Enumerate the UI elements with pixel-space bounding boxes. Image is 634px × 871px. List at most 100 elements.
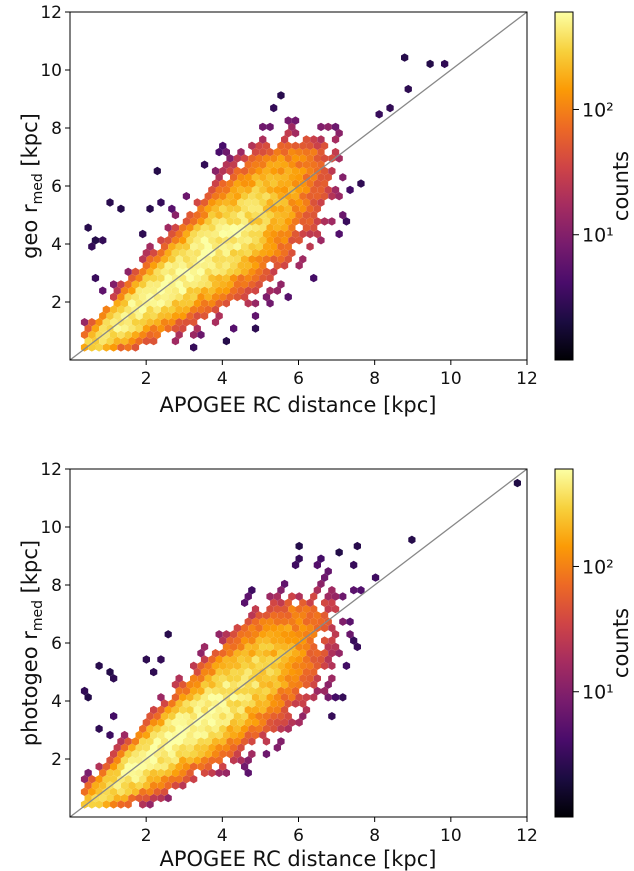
hex-bin: [200, 756, 209, 765]
hex-bin: [302, 210, 311, 220]
hex-bin: [248, 192, 256, 201]
hex-bin: [295, 667, 303, 677]
hex-bin: [241, 686, 249, 696]
hex-bin: [248, 699, 256, 708]
hex-bin: [241, 636, 249, 645]
hex-bin: [182, 737, 190, 746]
hex-bin: [259, 680, 267, 689]
hex-bin: [226, 255, 234, 264]
hex-bin: [190, 330, 198, 339]
hex-bin: [113, 793, 121, 803]
hex-bin: [299, 229, 307, 239]
hex-bin: [193, 693, 201, 702]
hex-bin: [211, 318, 220, 327]
hex-bin: [284, 636, 292, 645]
hex-bin: [157, 655, 165, 664]
hex-bin: [255, 204, 263, 213]
hex-bin: [117, 292, 125, 302]
hex-bin: [335, 129, 343, 138]
hex-bin: [175, 330, 183, 339]
hex-bin: [262, 686, 271, 696]
hex-bin: [244, 273, 252, 283]
hex-bin: [157, 261, 165, 270]
hex-bin: [259, 185, 267, 195]
hex-bin: [193, 198, 201, 207]
hex-bin: [346, 617, 354, 626]
hex-bin: [302, 655, 311, 664]
hex-bin: [190, 292, 198, 302]
hex-bin: [277, 598, 285, 607]
hex-bin: [142, 768, 150, 778]
hex-bin: [241, 255, 249, 264]
hex-bin: [277, 586, 285, 595]
hex-bin: [182, 775, 190, 784]
hex-bin: [321, 636, 329, 645]
hex-bin: [200, 705, 209, 715]
hex-bin: [317, 554, 325, 563]
hex-bin: [186, 236, 194, 245]
hex-bin: [91, 324, 100, 333]
hex-bin: [150, 248, 158, 258]
hex-bin: [219, 141, 227, 150]
hex-bin: [186, 299, 194, 308]
hex-bin: [179, 680, 187, 689]
hex-bin: [306, 217, 314, 226]
hex-bin: [288, 617, 296, 626]
hex-bin: [259, 705, 267, 715]
hex-bin: [291, 560, 300, 570]
hex-bin: [273, 147, 281, 157]
hex-bin: [102, 775, 110, 784]
hex-bin: [237, 667, 245, 677]
hex-bin: [208, 743, 216, 752]
hex-bin: [317, 579, 325, 589]
hex-bin: [266, 680, 274, 689]
hex-bin: [284, 292, 292, 302]
hex-bin: [230, 756, 238, 765]
hex-bin: [211, 267, 220, 276]
hex-bin: [281, 135, 289, 144]
hex-bin: [99, 793, 107, 803]
hex-bin: [277, 623, 285, 633]
hex-bin: [310, 185, 318, 195]
hex-bin: [182, 686, 190, 696]
hex-bin: [306, 166, 314, 176]
hex-bin: [164, 743, 172, 752]
hex-bin: [226, 292, 234, 302]
hex-bin: [328, 623, 336, 633]
hex-bin: [117, 762, 125, 771]
hex-bin: [117, 787, 125, 796]
hex-bin: [200, 236, 209, 245]
hex-bin: [310, 604, 318, 614]
hex-bin: [215, 311, 223, 321]
hex-bin: [124, 749, 132, 759]
hex-bin: [120, 311, 129, 321]
hex-bin: [277, 255, 285, 264]
hex-bin: [273, 680, 281, 689]
hex-bin: [226, 674, 234, 683]
hex-bin: [302, 147, 311, 157]
hex-bin: [219, 737, 227, 746]
hex-bin: [313, 649, 321, 658]
hex-bin: [222, 160, 230, 169]
hex-bin: [310, 160, 318, 169]
x-tick-label: 8: [369, 369, 380, 389]
hex-bin: [200, 718, 209, 727]
hex-bin: [244, 236, 252, 245]
hex-bin: [266, 210, 274, 220]
hex-bin: [175, 229, 183, 239]
hex-bin: [251, 147, 260, 157]
y-tick-label: 4: [51, 692, 62, 712]
hex-bin: [299, 712, 307, 721]
hex-bin: [190, 699, 198, 708]
hex-bin: [244, 617, 252, 626]
hex-bin: [120, 768, 129, 778]
hex-bin: [208, 756, 216, 765]
hex-bin: [237, 655, 245, 664]
hex-bin: [244, 705, 252, 715]
hex-bin: [302, 198, 311, 207]
hex-bin: [211, 166, 220, 176]
hex-bin: [139, 724, 147, 733]
hex-bin: [168, 267, 176, 276]
hex-bin: [204, 204, 212, 213]
hex-bin: [295, 554, 303, 563]
